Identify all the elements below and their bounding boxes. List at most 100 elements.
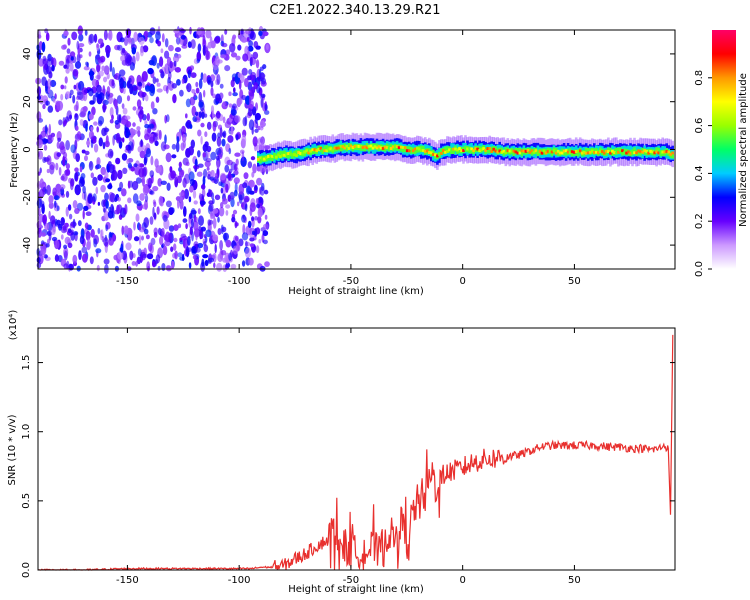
figure-title: C2E1.2022.340.13.29.R21 <box>269 3 440 18</box>
heatmap-cell <box>381 147 385 150</box>
spectrogram-y-axis-label: Frequency (Hz) <box>9 112 20 188</box>
heatmap-cell <box>574 150 578 153</box>
heatmap-cell <box>93 121 98 126</box>
heatmap-cell <box>262 223 269 230</box>
heatmap-cell <box>149 85 155 97</box>
heatmap-cell <box>92 94 96 104</box>
heatmap-cell <box>63 120 67 127</box>
heatmap-cell <box>65 168 71 176</box>
heatmap-cell <box>454 147 457 151</box>
heatmap-cell <box>93 33 98 43</box>
heatmap-cell <box>164 50 170 59</box>
heatmap-cell <box>221 138 226 147</box>
heatmap-cell <box>181 78 185 84</box>
heatmap-cell <box>277 153 280 157</box>
heatmap-cell <box>63 246 69 258</box>
heatmap-cell <box>139 113 142 123</box>
heatmap-cell <box>158 195 164 206</box>
heatmap-cell <box>171 83 177 89</box>
heatmap-cell <box>260 97 264 108</box>
heatmap-cell <box>45 243 50 248</box>
heatmap-cell <box>98 137 104 147</box>
heatmap-cell <box>39 167 42 174</box>
heatmap-cell <box>189 226 193 236</box>
heatmap-cell <box>90 228 95 238</box>
heatmap-cell <box>516 147 520 155</box>
heatmap-cell <box>195 231 198 241</box>
heatmap-cell <box>225 239 232 248</box>
heatmap-cell <box>156 82 161 87</box>
heatmap-cell <box>180 233 187 239</box>
heatmap-cell <box>55 162 59 171</box>
heatmap-cell <box>242 224 246 235</box>
heatmap-cell <box>176 79 181 86</box>
heatmap-cell <box>127 36 132 43</box>
heatmap-cell <box>121 225 125 236</box>
heatmap-cell <box>81 246 88 254</box>
heatmap-cell <box>111 79 115 87</box>
heatmap-cell <box>95 248 102 254</box>
heatmap-cell <box>385 146 389 150</box>
heatmap-cell <box>440 148 443 155</box>
heatmap-cell <box>508 149 512 153</box>
y-tick-label: 1.0 <box>21 424 32 440</box>
heatmap-cell <box>186 83 192 93</box>
heatmap-cell <box>102 103 106 113</box>
heatmap-cell <box>197 43 202 53</box>
heatmap-cell <box>88 160 94 171</box>
heatmap-cell <box>490 146 493 153</box>
heatmap-cell <box>351 146 355 149</box>
heatmap-cell <box>78 33 84 42</box>
heatmap-cell <box>117 251 124 260</box>
heatmap-cell <box>233 177 240 185</box>
heatmap-cell <box>299 152 302 155</box>
heatmap-cell <box>393 144 397 148</box>
heatmap-cell <box>221 226 227 233</box>
heatmap-cell <box>38 58 44 67</box>
heatmap-cell <box>271 155 274 162</box>
heatmap-cell <box>195 216 198 223</box>
heatmap-cell <box>595 150 598 154</box>
heatmap-cell <box>210 169 215 178</box>
heatmap-cell <box>204 131 208 138</box>
heatmap-cell <box>593 151 596 154</box>
heatmap-cell <box>103 65 110 75</box>
heatmap-cell <box>65 116 69 123</box>
heatmap-cell <box>131 261 136 266</box>
heatmap-cell <box>171 260 175 269</box>
heatmap-cell <box>233 87 236 93</box>
heatmap-cell <box>60 84 65 90</box>
heatmap-cell <box>530 149 534 156</box>
heatmap-cell <box>198 111 202 118</box>
heatmap-cell <box>446 150 449 153</box>
heatmap-cell <box>152 108 158 115</box>
heatmap-cell <box>655 150 658 154</box>
heatmap-cell <box>42 55 47 62</box>
heatmap-cell <box>494 149 497 153</box>
heatmap-cell <box>224 121 231 129</box>
heatmap-cell <box>138 234 142 246</box>
heatmap-cell <box>174 47 182 53</box>
heatmap-cell <box>248 89 254 97</box>
heatmap-cell <box>197 208 201 215</box>
heatmap-cell <box>631 151 634 155</box>
heatmap-cell <box>205 29 212 39</box>
heatmap-cell <box>63 151 68 159</box>
heatmap-cell <box>155 78 159 83</box>
heatmap-cell <box>54 218 58 227</box>
heatmap-cell <box>55 183 62 193</box>
heatmap-cell <box>526 149 530 152</box>
heatmap-cell <box>126 159 129 165</box>
heatmap-cell <box>85 123 88 132</box>
heatmap-cell <box>105 178 111 183</box>
heatmap-cell <box>242 182 248 189</box>
heatmap-cell <box>202 34 206 45</box>
heatmap-cell <box>283 150 286 157</box>
heatmap-cell <box>586 151 590 155</box>
heatmap-cell <box>452 147 455 151</box>
heatmap-cell <box>50 215 56 225</box>
heatmap-cell <box>184 188 189 200</box>
heatmap-cell <box>132 122 136 127</box>
colorbar-ticks: 0.0 0.2 0.4 0.6 0.8 <box>694 70 712 277</box>
heatmap-cell <box>188 247 192 253</box>
